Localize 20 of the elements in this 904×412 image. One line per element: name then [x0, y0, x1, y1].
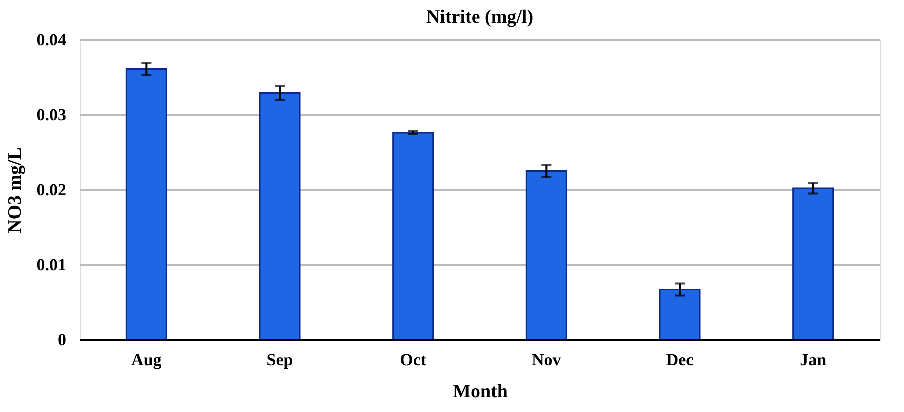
bar [259, 92, 301, 341]
y-axis-title: NO3 mg/L [4, 147, 26, 234]
bar [526, 170, 568, 341]
y-tick-label: 0.04 [36, 30, 67, 50]
x-tick-label: Sep [266, 350, 294, 370]
bar [659, 289, 701, 341]
y-tick-label: 0.03 [36, 106, 66, 124]
x-tick-label: Nov [532, 350, 562, 370]
x-axis-title: Month [453, 382, 508, 402]
chart-title: Nitrite (mg/l) [426, 7, 534, 28]
x-tick-label: Aug [132, 350, 162, 370]
bar [392, 132, 434, 341]
bar [792, 188, 834, 341]
y-tick-label: 0 [58, 330, 66, 350]
y-tick-label: 0.01 [36, 256, 66, 274]
bar [126, 68, 168, 341]
x-tick-label: Dec [666, 350, 694, 370]
x-tick-label: Jan [800, 350, 828, 370]
x-tick-label: Oct [400, 350, 427, 370]
y-tick-label: 0.02 [36, 180, 66, 200]
